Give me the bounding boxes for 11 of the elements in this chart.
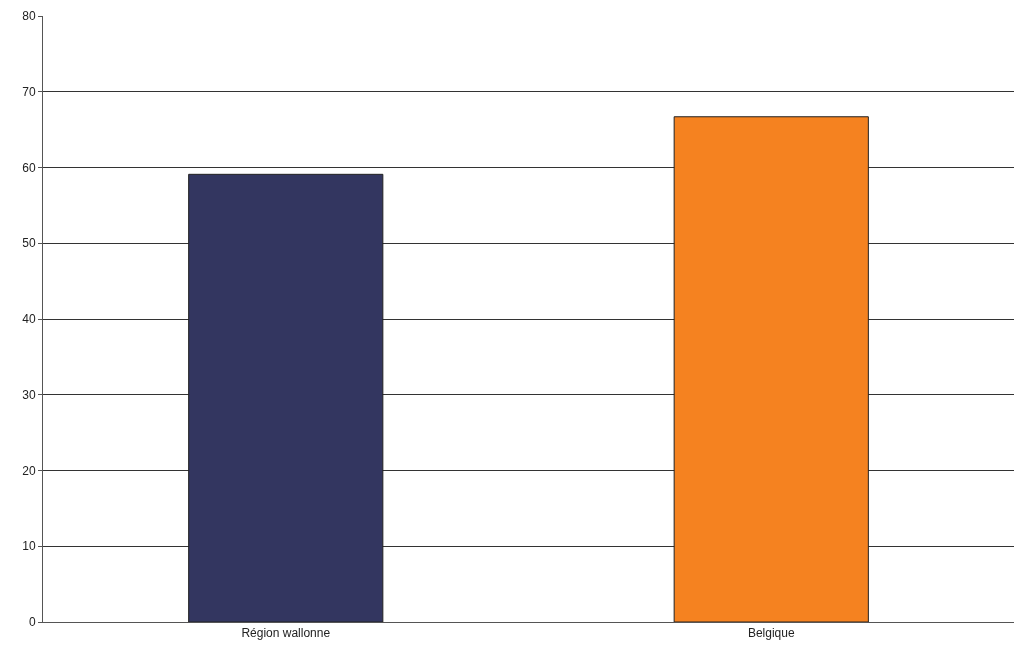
y-tick-label: 0	[28, 615, 36, 630]
x-tick-label: Région wallonne	[241, 626, 331, 641]
x-tick-label: Belgique	[747, 626, 795, 641]
y-tick-label: 10	[22, 539, 36, 554]
y-tick-label: 50	[22, 236, 36, 251]
y-tick-label: 30	[22, 387, 36, 402]
y-tick-label: 60	[22, 160, 36, 175]
y-tick-label: 70	[22, 84, 36, 99]
y-tick-label: 40	[22, 312, 36, 327]
y-tick-label: 80	[22, 9, 36, 24]
y-tick-label: 20	[22, 463, 36, 478]
